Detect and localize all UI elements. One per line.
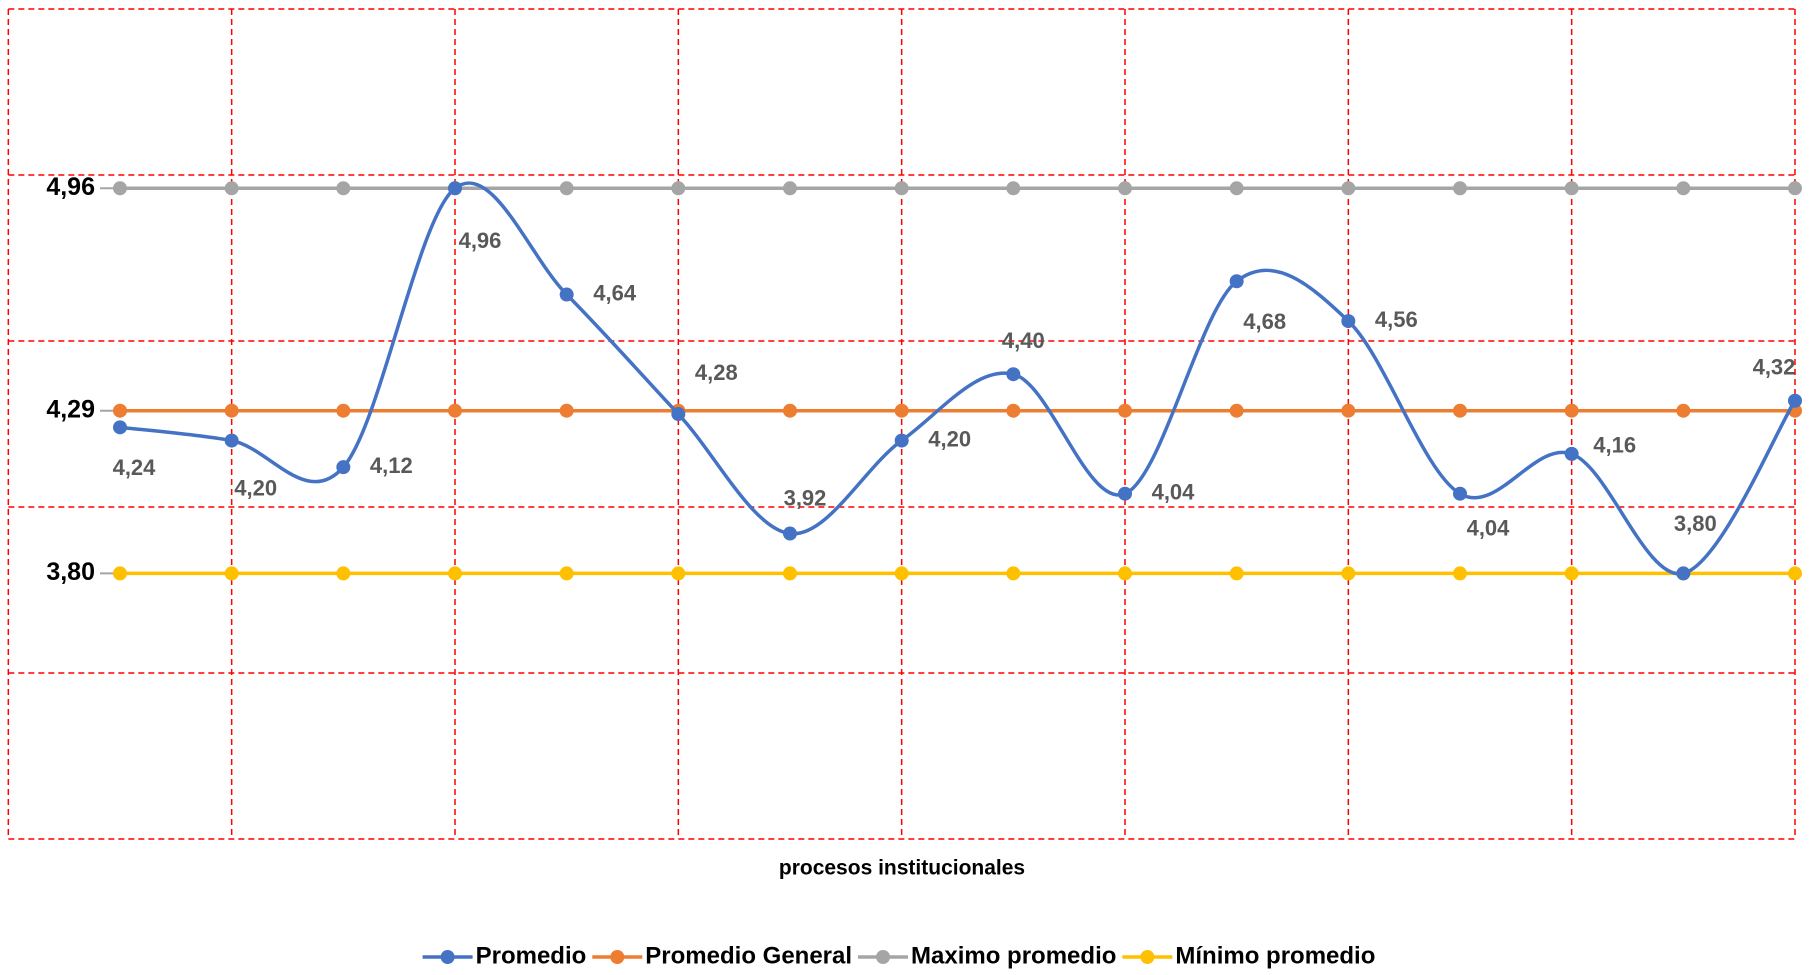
x-axis-label: procesos institucionales (779, 857, 1025, 880)
data-point (1229, 181, 1244, 196)
legend-marker (610, 950, 625, 964)
data-point (1229, 566, 1244, 581)
legend-label: Promedio General (645, 942, 852, 969)
data-point (894, 433, 909, 448)
data-label: 4,16 (1593, 433, 1636, 458)
data-point (1006, 403, 1021, 418)
data-point (113, 566, 127, 581)
legend-label: Maximo promedio (911, 942, 1116, 969)
data-point (1341, 403, 1356, 418)
data-point (559, 287, 574, 302)
data-point (113, 420, 127, 435)
data-point (1341, 566, 1356, 581)
data-point (224, 181, 239, 196)
data-label: 4,20 (928, 426, 971, 451)
data-point (894, 181, 909, 196)
data-point (336, 403, 351, 418)
data-point (1118, 486, 1132, 501)
data-point (1006, 367, 1021, 382)
data-point (1676, 566, 1691, 581)
data-point (1341, 314, 1356, 329)
data-point (1453, 181, 1467, 196)
data-point (1118, 566, 1132, 581)
data-point (559, 181, 574, 196)
data-label: 4,68 (1243, 309, 1286, 334)
data-point (783, 181, 797, 196)
data-point (783, 566, 797, 581)
data-point (559, 566, 574, 581)
data-label: 3,80 (1674, 511, 1717, 536)
data-label: 4,20 (234, 475, 277, 500)
data-point (1341, 181, 1356, 196)
data-point (336, 460, 351, 475)
data-point (894, 566, 909, 581)
legend-marker (876, 950, 891, 964)
y-tick-label: 3,80 (46, 558, 95, 586)
data-point (113, 181, 127, 196)
data-point (1118, 181, 1132, 196)
data-label: 4,56 (1375, 307, 1418, 332)
data-label: 4,96 (459, 228, 502, 253)
data-point (783, 403, 797, 418)
data-point (1676, 181, 1691, 196)
data-label: 4,64 (593, 280, 637, 305)
data-point (1788, 393, 1802, 408)
data-point (894, 403, 909, 418)
data-point (336, 566, 351, 581)
data-label: 4,04 (1152, 480, 1196, 505)
data-label: 4,32 (1753, 355, 1796, 380)
data-point (1788, 181, 1802, 196)
data-point (1229, 274, 1244, 289)
data-point (448, 566, 462, 581)
data-point (224, 566, 239, 581)
data-point (1564, 181, 1579, 196)
data-point (448, 403, 462, 418)
legend-marker (440, 950, 455, 964)
data-point (1788, 566, 1802, 581)
data-point (224, 403, 239, 418)
data-point (1564, 446, 1579, 461)
series-line (119, 181, 1797, 576)
data-label: 4,28 (695, 360, 738, 385)
data-point (113, 403, 127, 418)
legend-marker (1140, 950, 1155, 964)
data-label: 4,04 (1467, 516, 1511, 541)
data-point (1453, 566, 1467, 581)
data-point (1118, 403, 1132, 418)
data-point (1006, 181, 1021, 196)
data-point (1453, 403, 1467, 418)
legend-label: Promedio (476, 942, 587, 969)
data-point (336, 181, 351, 196)
data-point (671, 181, 686, 196)
data-point (1006, 566, 1021, 581)
data-point (671, 566, 686, 581)
data-point (1564, 566, 1579, 581)
data-label: 3,92 (784, 485, 827, 510)
data-point (671, 407, 686, 422)
data-point (1564, 403, 1579, 418)
data-point (1453, 486, 1467, 501)
y-tick-label: 4,96 (46, 173, 95, 201)
data-label: 4,40 (1002, 328, 1045, 353)
data-label: 4,12 (370, 453, 413, 478)
data-label: 4,24 (113, 455, 157, 480)
y-tick-label: 4,29 (46, 395, 95, 423)
data-point (448, 181, 462, 196)
data-point (559, 403, 574, 418)
data-point (1676, 403, 1691, 418)
data-point (224, 433, 239, 448)
legend-label: Mínimo promedio (1175, 942, 1375, 969)
data-point (1229, 403, 1244, 418)
data-point (783, 526, 797, 541)
legend: Promedio Promedio General Maximo promedio M… (422, 942, 1375, 969)
